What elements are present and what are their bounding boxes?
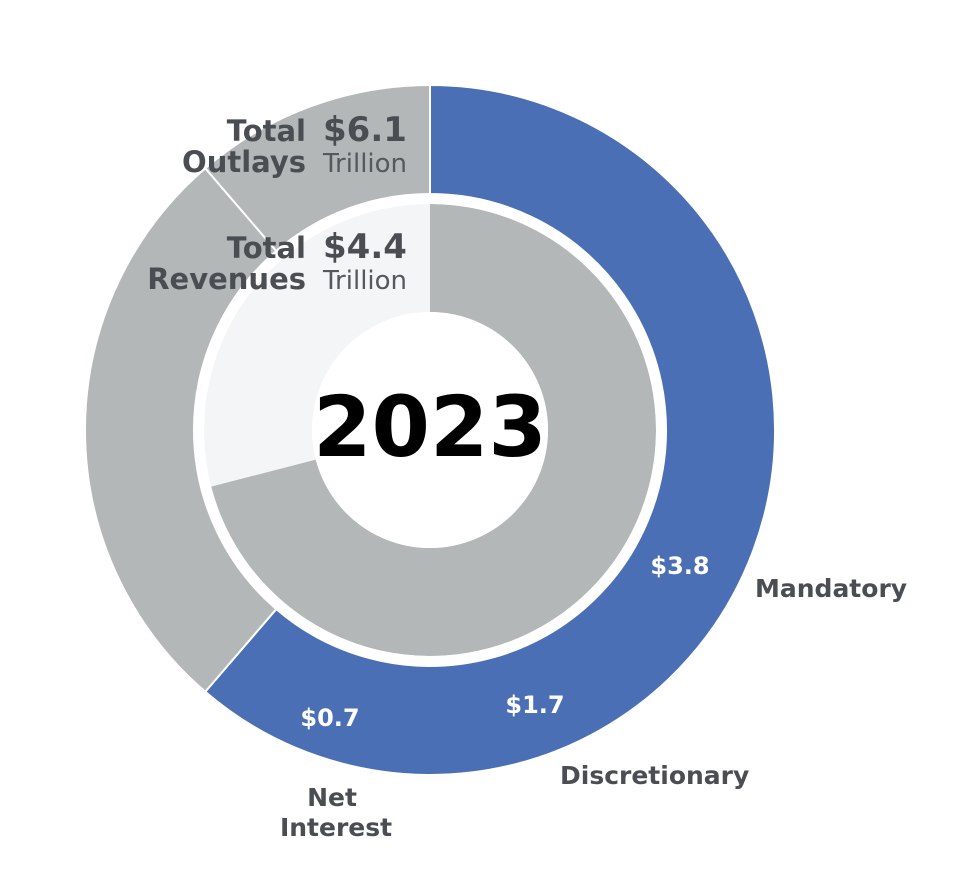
revenues-title-line2: Revenues [147, 262, 306, 296]
revenues-value: $4.4 [323, 227, 407, 267]
discretionary-value-label: $1.7 [505, 691, 564, 719]
outlays-title-line2: Outlays [182, 145, 306, 179]
net-interest-category-line2: Interest [280, 813, 392, 842]
net-interest-category-line1: Net [307, 783, 357, 812]
center-hole [312, 312, 548, 548]
mandatory-value-label: $3.8 [650, 552, 709, 580]
revenues-unit: Trillion [322, 266, 407, 296]
net-interest-value-label: $0.7 [300, 704, 359, 732]
revenues-segment [211, 204, 656, 656]
net-interest-segment [203, 83, 431, 253]
outlays-value: $6.1 [323, 110, 407, 150]
outlays-unit: Trillion [322, 149, 407, 179]
inner-ring-revenues [194, 194, 666, 666]
ring-gap [194, 194, 666, 666]
discretionary-category-label: Discretionary [560, 761, 749, 790]
mandatory-category-label: Mandatory [755, 574, 907, 603]
year-label: 2023 [313, 378, 547, 476]
outlays-title-line1: Total [227, 114, 306, 148]
outer-ring-outlays [84, 83, 776, 776]
revenues-title-line1: Total [227, 231, 306, 265]
